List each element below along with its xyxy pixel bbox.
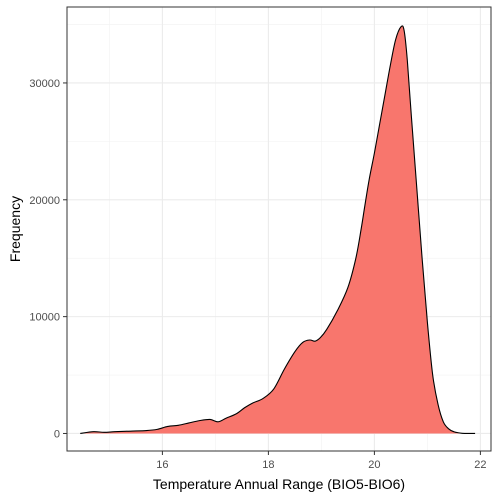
panel-border [66,6,492,452]
y-tick-label: 10000 [29,312,60,324]
x-tick-label: 16 [156,459,168,471]
x-tick-label: 18 [262,459,274,471]
y-tick-label: 20000 [29,195,60,207]
x-tick-label: 20 [368,459,380,471]
x-axis-title: Temperature Annual Range (BIO5-BIO6) [153,476,405,492]
density-outline [80,25,476,435]
y-axis: 0 10000 20000 30000 [29,78,67,440]
density-area [80,25,476,434]
y-tick-label: 30000 [29,78,60,90]
x-tick-label: 22 [474,459,486,471]
y-tick-label: 0 [54,428,60,440]
grid-minor [67,7,491,451]
y-axis-title: Frequency [7,196,23,262]
x-axis: 16 18 20 22 [156,451,487,471]
